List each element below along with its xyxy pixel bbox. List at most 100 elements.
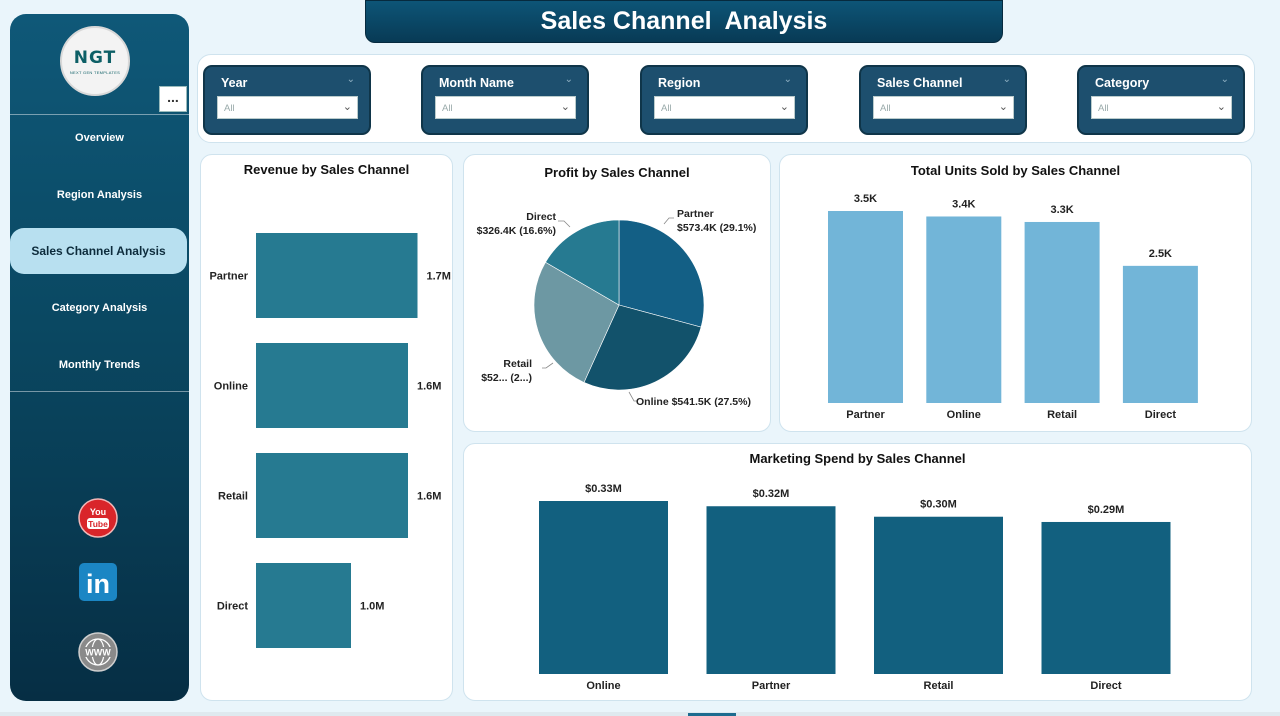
units-data-label: 3.3K bbox=[1050, 204, 1073, 216]
revenue-chart-card: Revenue by Sales Channel Partner 1.7M Onli… bbox=[200, 154, 453, 701]
profit-label-retail-value: $52... (2...) bbox=[481, 372, 532, 384]
profit-slice-retail bbox=[533, 261, 620, 383]
sidebar-item-monthly-trends[interactable]: Monthly Trends bbox=[58, 359, 141, 371]
linkedin-icon[interactable]: in bbox=[78, 562, 118, 602]
profit-chart-card: Profit by Sales Channel Partner $573.4K (… bbox=[463, 154, 771, 432]
units-bar-retail bbox=[1024, 221, 1100, 403]
chart-title: Revenue by Sales Channel bbox=[243, 162, 410, 177]
region-dropdown[interactable]: All ⌄ bbox=[654, 96, 795, 119]
revenue-bar-chart: Partner 1.7M Online 1.6M Retail 1.6M Direct 1.0… bbox=[209, 233, 451, 648]
filter-panel: Year ⌄ All ⌄ Month Name ⌄ All ⌄ Region ⌄… bbox=[197, 54, 1255, 143]
profit-label-direct: Direct bbox=[526, 211, 556, 223]
sidebar-divider bbox=[10, 391, 189, 392]
revenue-category-label: Retail bbox=[218, 491, 248, 503]
svg-text:You: You bbox=[90, 507, 106, 517]
slicer-label: Year bbox=[221, 76, 248, 90]
globe-www-icon[interactable]: WWW bbox=[78, 632, 118, 672]
category-dropdown[interactable]: All ⌄ bbox=[1091, 96, 1232, 119]
marketing-category-label: Online bbox=[586, 680, 620, 692]
profit-pie-chart: Partner $573.4K (29.1%) Online $541.5K (27… bbox=[477, 208, 757, 408]
units-bar-online bbox=[926, 216, 1002, 403]
marketing-bar-direct bbox=[1041, 521, 1171, 674]
profit-label-partner-value: $573.4K (29.1%) bbox=[677, 222, 756, 234]
sidebar-item-overview[interactable]: Overview bbox=[75, 132, 124, 144]
slicer-label: Month Name bbox=[439, 76, 514, 90]
slicer-value: All bbox=[224, 103, 235, 114]
svg-text:Tube: Tube bbox=[88, 519, 108, 529]
revenue-category-label: Online bbox=[214, 381, 248, 393]
profit-label-online: Online $541.5K (27.5%) bbox=[636, 396, 751, 408]
revenue-data-label: 1.6M bbox=[417, 381, 441, 393]
page-title-bar: Sales Channel Analysis bbox=[365, 0, 1003, 43]
chevron-down-icon[interactable]: ⌄ bbox=[564, 74, 573, 85]
units-data-label: 2.5K bbox=[1149, 248, 1172, 260]
revenue-category-label: Partner bbox=[209, 271, 248, 283]
chevron-down-icon[interactable]: ⌄ bbox=[783, 74, 792, 85]
units-category-label: Direct bbox=[1145, 409, 1177, 421]
units-category-label: Retail bbox=[1047, 409, 1077, 421]
chevron-down-icon[interactable]: ⌄ bbox=[346, 74, 355, 85]
chart-title: Total Units Sold by Sales Channel bbox=[910, 163, 1121, 178]
profit-leader-line bbox=[542, 362, 554, 369]
slicer-value: All bbox=[661, 103, 672, 114]
revenue-data-label: 1.0M bbox=[360, 601, 384, 613]
sidebar-item-sales-channel-analysis[interactable]: Sales Channel Analysis bbox=[10, 228, 187, 274]
chevron-down-icon: ⌄ bbox=[779, 101, 789, 113]
more-options-button[interactable]: ... bbox=[159, 86, 187, 112]
units-bar-chart: 3.5K Partner 3.4K Online 3.3K Retail 2.5K Direc… bbox=[828, 193, 1198, 421]
profit-leader-line bbox=[663, 217, 674, 225]
profit-slice-direct bbox=[545, 219, 620, 306]
year-dropdown[interactable]: All ⌄ bbox=[217, 96, 358, 119]
sidebar-divider bbox=[10, 114, 189, 115]
chevron-down-icon[interactable]: ⌄ bbox=[1002, 74, 1011, 85]
units-category-label: Online bbox=[947, 409, 981, 421]
revenue-bar-retail bbox=[256, 453, 408, 538]
svg-text:in: in bbox=[86, 569, 110, 599]
marketing-category-label: Partner bbox=[752, 680, 791, 692]
profit-leader-line bbox=[628, 391, 638, 402]
marketing-category-label: Direct bbox=[1090, 680, 1122, 692]
active-page-tab[interactable] bbox=[688, 713, 736, 716]
units-category-label: Partner bbox=[846, 409, 885, 421]
marketing-chart-card: Marketing Spend by Sales Channel $0.33M O… bbox=[463, 443, 1252, 701]
svg-text:WWW: WWW bbox=[85, 648, 111, 658]
sales-channel-dropdown[interactable]: All ⌄ bbox=[873, 96, 1014, 119]
units-bar-direct bbox=[1122, 265, 1198, 403]
sidebar-item-category-analysis[interactable]: Category Analysis bbox=[51, 302, 148, 314]
chevron-down-icon[interactable]: ⌄ bbox=[1220, 74, 1229, 85]
chevron-down-icon: ⌄ bbox=[342, 101, 352, 113]
revenue-category-label: Direct bbox=[217, 601, 249, 613]
units-data-label: 3.5K bbox=[854, 193, 877, 205]
slicer-value: All bbox=[442, 103, 453, 114]
slicer-label: Category bbox=[1095, 76, 1150, 90]
youtube-icon[interactable]: You Tube bbox=[78, 498, 118, 538]
page-title: Sales Channel Analysis bbox=[540, 7, 828, 35]
marketing-bar-chart: $0.33M Online $0.32M Partner $0.30M Retail $0.… bbox=[539, 483, 1171, 692]
sidebar-item-region-analysis[interactable]: Region Analysis bbox=[56, 189, 143, 201]
category-slicer: Category ⌄ All ⌄ bbox=[1077, 65, 1245, 135]
chevron-down-icon: ⌄ bbox=[560, 101, 570, 113]
revenue-bar-partner bbox=[256, 233, 418, 318]
marketing-category-label: Retail bbox=[924, 680, 954, 692]
marketing-bar-partner bbox=[706, 506, 836, 674]
profit-label-retail: Retail bbox=[503, 358, 532, 370]
logo-sub-text: NEXT GEN TEMPLATES bbox=[69, 69, 121, 75]
month-name-slicer: Month Name ⌄ All ⌄ bbox=[421, 65, 589, 135]
profit-label-direct-value: $326.4K (16.6%) bbox=[477, 225, 556, 237]
profit-slice-online bbox=[583, 304, 702, 391]
month-name-dropdown[interactable]: All ⌄ bbox=[435, 96, 576, 119]
marketing-data-label: $0.29M bbox=[1088, 504, 1125, 516]
marketing-bar-retail bbox=[874, 516, 1003, 674]
units-bar-partner bbox=[828, 211, 903, 403]
sidebar: NGT NEXT GEN TEMPLATES ... Overview Regi… bbox=[10, 14, 189, 701]
units-data-label: 3.4K bbox=[952, 198, 975, 210]
chevron-down-icon: ⌄ bbox=[998, 101, 1008, 113]
slicer-value: All bbox=[1098, 103, 1109, 114]
revenue-bar-online bbox=[256, 343, 408, 428]
marketing-data-label: $0.33M bbox=[585, 483, 622, 495]
marketing-data-label: $0.32M bbox=[753, 488, 790, 500]
chevron-down-icon: ⌄ bbox=[1216, 101, 1226, 113]
units-chart-card: Total Units Sold by Sales Channel 3.5K Pa… bbox=[779, 154, 1252, 432]
profit-label-partner: Partner bbox=[677, 208, 714, 220]
slicer-label: Sales Channel bbox=[877, 76, 963, 90]
